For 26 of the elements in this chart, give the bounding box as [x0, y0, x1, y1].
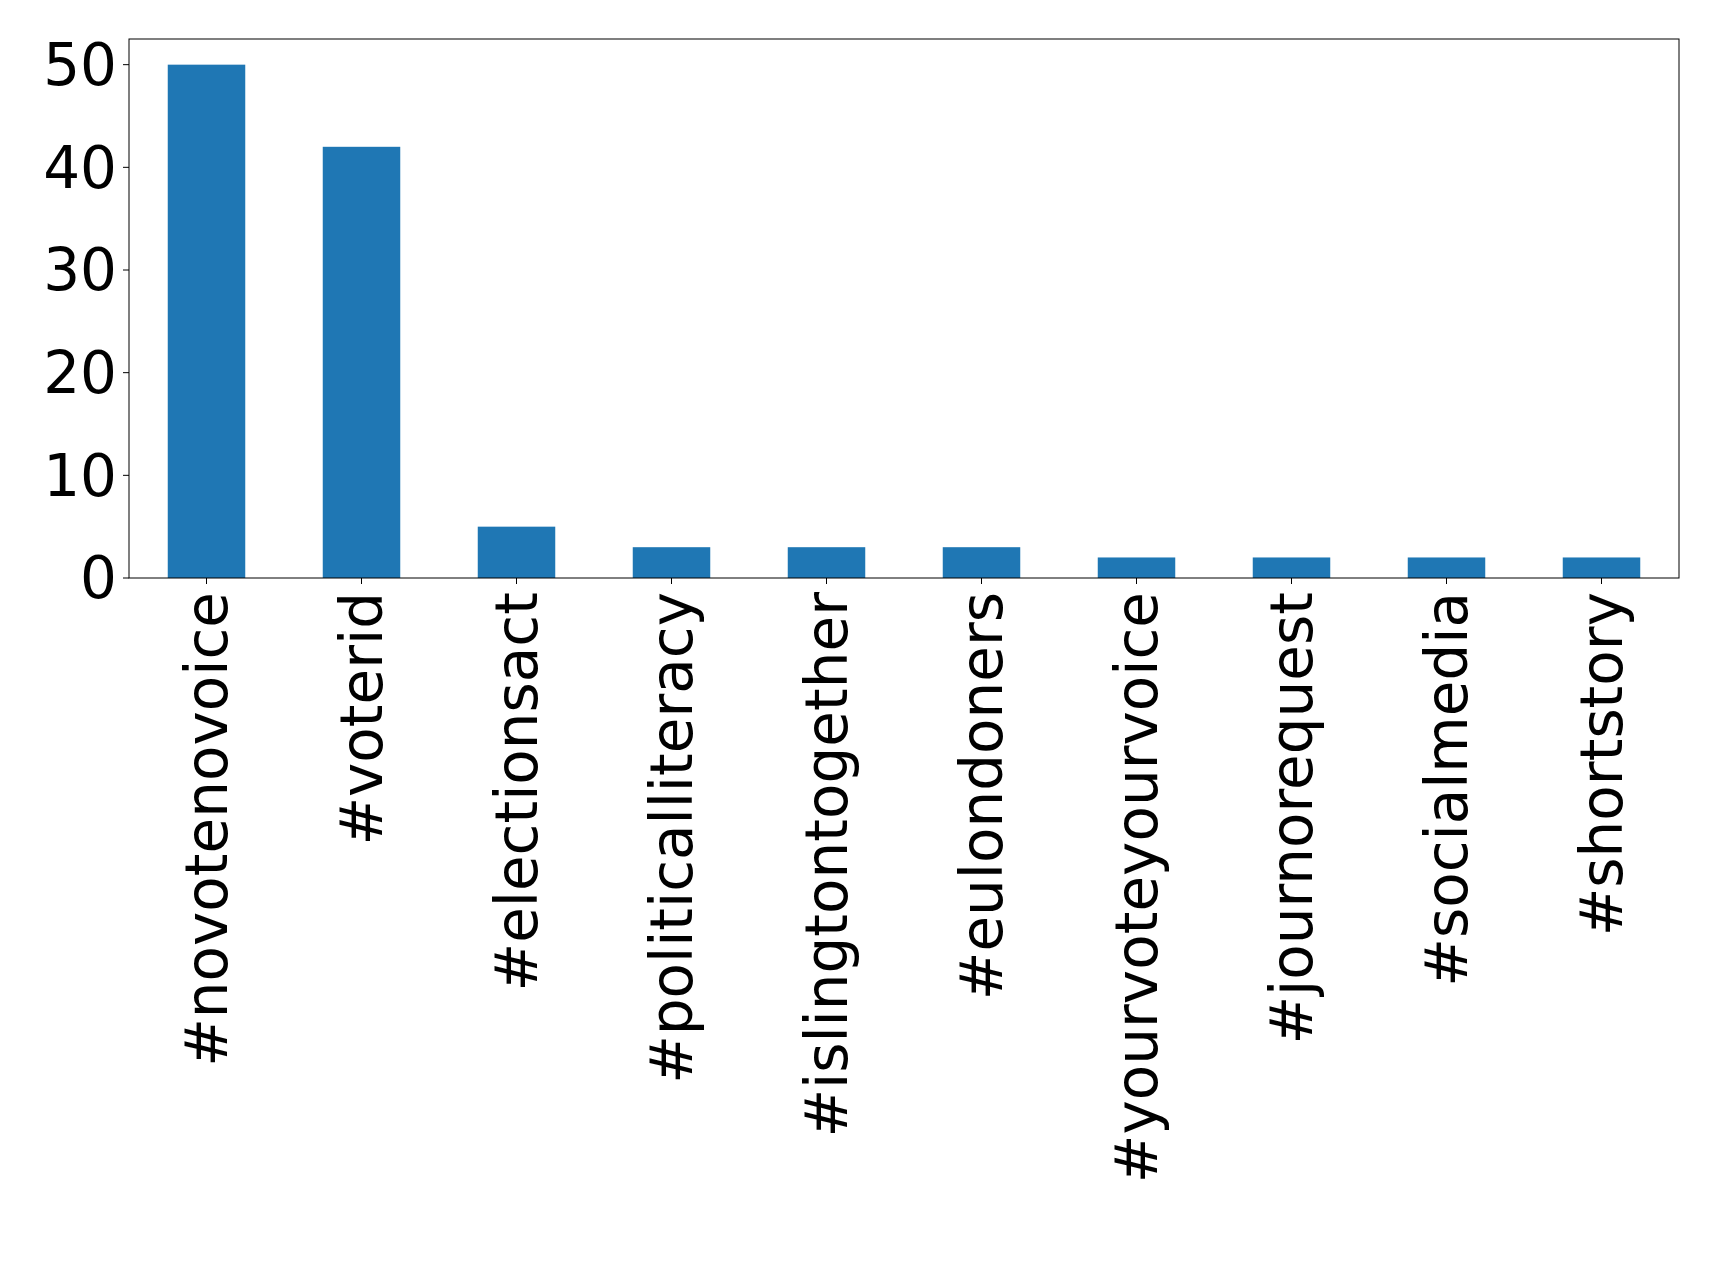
bar: [167, 64, 246, 578]
x-tick-label: #socialmedia: [1412, 592, 1481, 987]
x-tick-label: #journorequest: [1257, 592, 1326, 1045]
y-tick-label: 30: [43, 236, 117, 305]
bar: [1562, 557, 1641, 578]
y-tick-label: 0: [80, 544, 117, 613]
bar: [1097, 557, 1176, 578]
y-tick-label: 20: [43, 338, 117, 407]
x-tick-label: #yourvoteyourvoice: [1102, 592, 1171, 1184]
y-tick-label: 40: [43, 133, 117, 202]
x-tick-label: #shortstory: [1567, 592, 1636, 937]
y-tick-label: 10: [43, 441, 117, 510]
bar: [477, 526, 556, 578]
bar: [632, 547, 711, 578]
bar: [1407, 557, 1486, 578]
x-tick-label: #islingtontogether: [792, 591, 861, 1138]
x-tick-label: #electionsact: [482, 592, 551, 992]
x-tick-label: #eulondoners: [947, 592, 1016, 1001]
bar: [787, 547, 866, 578]
bar: [1252, 557, 1331, 578]
x-tick-label: #politicalliteracy: [637, 592, 706, 1084]
bar: [322, 146, 401, 578]
y-tick-label: 50: [43, 30, 117, 99]
bar: [942, 547, 1021, 578]
x-tick-label: #voterid: [327, 592, 396, 846]
x-tick-label: #novotenovoice: [172, 592, 241, 1067]
